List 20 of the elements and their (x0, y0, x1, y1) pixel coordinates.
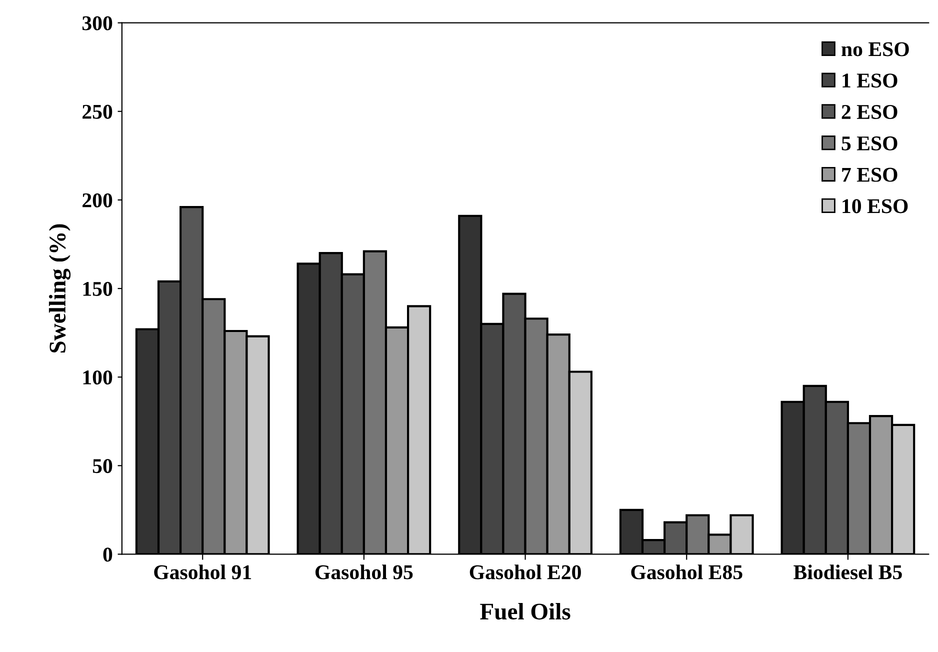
y-tick-label: 250 (82, 104, 112, 119)
x-tick-label: Biodiesel B5 (794, 564, 902, 580)
y-tick-label: 200 (82, 193, 112, 208)
y-tick-label: 0 (103, 548, 112, 562)
x-tick-label: Gasohol 91 (154, 564, 252, 580)
legend-label: 7 ESO (842, 168, 898, 182)
legend-label: 5 ESO (842, 136, 898, 150)
legend-label: 10 ESO (842, 199, 908, 214)
x-axis-title: Fuel Oils (480, 602, 570, 620)
legend-label: no ESO (842, 42, 909, 56)
y-axis-title: Swelling (%) (48, 224, 71, 353)
y-tick-label: 300 (82, 16, 112, 30)
legend-label: 2 ESO (842, 105, 898, 120)
y-tick-label: 100 (83, 370, 112, 385)
y-tick-label: 50 (92, 459, 112, 474)
y-tick-label: 150 (83, 282, 112, 296)
x-tick-label: Gasohol E85 (631, 564, 742, 580)
legend-label: 1 ESO (842, 74, 898, 88)
x-tick-label: Gasohol E20 (470, 564, 581, 580)
x-tick-label: Gasohol 95 (315, 564, 413, 580)
